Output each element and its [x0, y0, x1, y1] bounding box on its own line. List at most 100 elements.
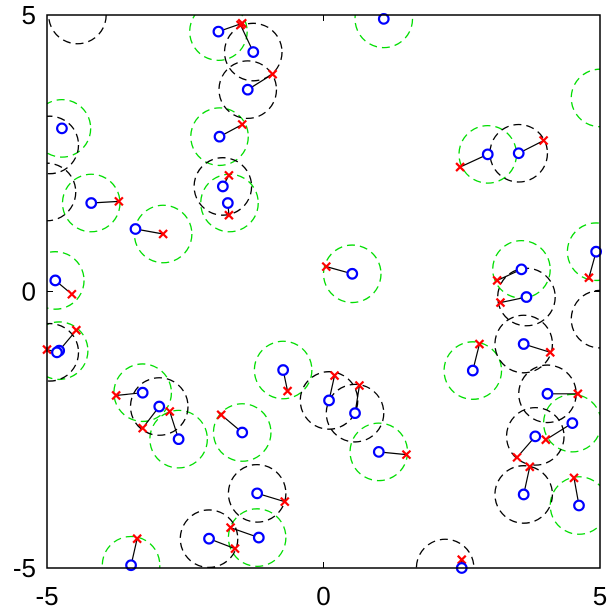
green-ring-13	[443, 341, 503, 400]
x-marker-29	[541, 434, 551, 445]
x-marker-23	[354, 380, 365, 391]
x-marker-8	[224, 170, 234, 181]
circle-marker-13	[49, 274, 62, 287]
circle-marker-36	[252, 531, 265, 544]
circle-marker-4	[377, 12, 390, 25]
y-tick-label: -5	[13, 553, 36, 583]
y-tick-label: 5	[22, 0, 36, 30]
x-marker-11	[538, 135, 549, 146]
x-marker-27	[216, 410, 226, 420]
black-ring-18	[415, 538, 475, 568]
x-marker-15	[495, 297, 506, 308]
green-ring-5	[133, 204, 193, 264]
tick-layer: -5 0 5 -5 0 5	[13, 0, 607, 611]
circle-marker-18	[51, 346, 63, 359]
green-ring-0	[189, 15, 248, 61]
circle-marker-35	[203, 532, 215, 545]
circle-marker-8	[216, 180, 229, 193]
black-ring-9	[47, 322, 80, 382]
circle-marker-26	[172, 433, 185, 446]
black-ring-1	[218, 60, 278, 120]
circle-marker-34	[251, 487, 264, 500]
circle-marker-19	[517, 338, 530, 350]
green-ring-3	[47, 98, 92, 158]
circle-marker-28	[541, 387, 554, 400]
black-ring-14	[505, 406, 565, 466]
circle-marker-22	[323, 394, 335, 407]
x-marker-2	[267, 69, 278, 79]
x-marker-37	[132, 533, 142, 544]
x-marker-24	[111, 390, 121, 401]
y-tick-label: 0	[22, 277, 36, 307]
x-marker-1	[235, 20, 246, 30]
circle-marker-32	[517, 488, 530, 501]
circle-marker-30	[529, 430, 542, 443]
x-marker-16	[584, 272, 594, 283]
green-ring-19	[349, 422, 409, 482]
circle-marker-0	[212, 25, 225, 38]
circle-marker-15	[520, 291, 533, 303]
x-marker-20	[474, 339, 485, 349]
x-marker-31	[401, 449, 412, 460]
circle-marker-16	[590, 245, 603, 258]
green-ring-11	[566, 222, 600, 282]
x-marker-38	[456, 554, 467, 565]
circle-marker-5	[56, 122, 68, 135]
circle-marker-9	[221, 197, 234, 209]
x-tick-label: 0	[316, 581, 330, 611]
green-ring-15	[113, 363, 173, 423]
circle-marker-27	[236, 426, 249, 439]
circle-marker-1	[247, 46, 260, 58]
x-marker-34	[280, 496, 290, 507]
circle-marker-7	[129, 223, 142, 235]
circle-marker-20	[466, 364, 479, 377]
x-marker-19	[545, 347, 556, 358]
black-ring-3	[47, 162, 77, 222]
circle-marker-3	[213, 130, 226, 143]
circle-marker-33	[573, 499, 585, 512]
black-ring-16	[227, 463, 287, 523]
x-marker-28	[573, 389, 583, 399]
x-marker-22	[329, 370, 340, 381]
x-marker-33	[569, 473, 579, 483]
black-ring-8	[494, 314, 554, 374]
x-marker-6	[114, 196, 124, 207]
black-ring-2	[47, 115, 80, 175]
green-ring-14	[253, 340, 313, 400]
x-marker-3	[237, 119, 247, 130]
black-ring-11	[325, 383, 385, 443]
green-ring-21	[227, 508, 287, 567]
green-ring-2	[190, 107, 249, 167]
green-ring-20	[549, 476, 600, 535]
circle-marker-21	[277, 364, 290, 376]
x-marker-9	[224, 210, 234, 220]
black-ring-19	[48, 15, 107, 45]
x-marker-14	[492, 275, 502, 286]
x-marker-26	[164, 406, 175, 417]
green-ring-16	[149, 409, 209, 469]
black-ring-4	[193, 157, 253, 216]
black-ring-5	[489, 123, 549, 183]
green-ring-22	[101, 535, 161, 568]
x-marker-36	[225, 522, 236, 533]
green-ring-1	[354, 15, 414, 49]
circle-marker-2	[241, 83, 254, 96]
plot-area	[47, 15, 600, 568]
black-ring-0	[223, 22, 283, 82]
x-marker-12	[321, 261, 332, 272]
x-marker-32	[524, 462, 535, 472]
rings-layer	[47, 15, 600, 568]
x-marker-30	[512, 452, 522, 463]
black-ring-12	[129, 377, 189, 436]
circle-marker-29	[566, 417, 579, 430]
green-ring-12	[47, 321, 89, 381]
x-marker-17	[71, 325, 82, 335]
green-ring-8	[322, 244, 382, 304]
black-ring-15	[494, 465, 554, 524]
x-marker-35	[230, 543, 240, 554]
x-tick-label: -5	[35, 581, 58, 611]
circle-marker-11	[512, 147, 525, 160]
circle-marker-23	[349, 407, 361, 420]
circle-marker-24	[136, 386, 149, 399]
